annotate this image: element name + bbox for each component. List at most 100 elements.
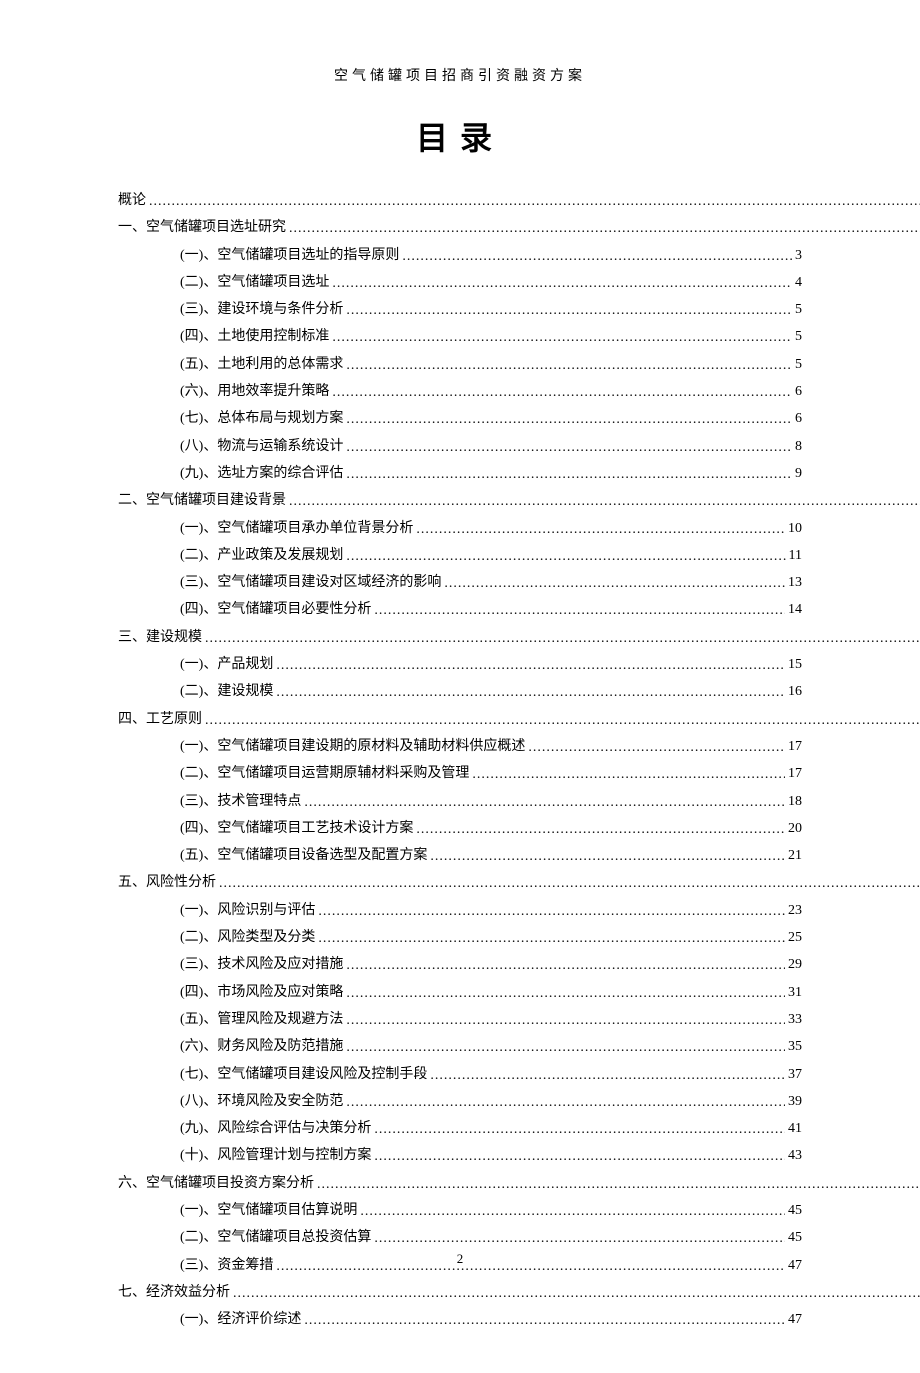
toc-entry-label: (二)、风险类型及分类 <box>180 924 315 951</box>
toc-entry: (二)、产业政策及发展规划 11 <box>118 542 802 569</box>
toc-leader-dots <box>304 789 785 816</box>
toc-leader-dots <box>289 488 920 515</box>
toc-leader-dots <box>276 679 785 706</box>
toc-leader-dots <box>332 270 792 297</box>
toc-entry-page: 17 <box>788 760 802 787</box>
toc-entry: 五、风险性分析23 <box>118 869 802 896</box>
toc-entry-label: 五、风险性分析 <box>118 869 216 896</box>
toc-title: 目录 <box>118 113 802 159</box>
toc-leader-dots <box>346 543 785 570</box>
toc-leader-dots <box>276 652 785 679</box>
toc-entry-page: 25 <box>788 924 802 951</box>
page-number: 2 <box>0 1251 920 1267</box>
toc-entry-page: 20 <box>788 815 802 842</box>
toc-leader-dots <box>528 734 785 761</box>
toc-entry-page: 10 <box>788 515 802 542</box>
toc-entry-label: (二)、空气储罐项目总投资估算 <box>180 1224 371 1251</box>
toc-entry-label: (八)、物流与运输系统设计 <box>180 433 343 460</box>
toc-entry-page: 33 <box>788 1006 802 1033</box>
toc-entry-page: 21 <box>788 842 802 869</box>
toc-entry-page: 45 <box>788 1197 802 1224</box>
toc-leader-dots <box>346 1007 785 1034</box>
toc-entry: (一)、空气储罐项目选址的指导原则3 <box>118 242 802 269</box>
toc-leader-dots <box>346 980 785 1007</box>
toc-entry: (四)、空气储罐项目工艺技术设计方案20 <box>118 815 802 842</box>
toc-entry: (八)、环境风险及安全防范39 <box>118 1088 802 1115</box>
toc-entry-label: 七、经济效益分析 <box>118 1279 230 1306</box>
toc-leader-dots <box>205 625 920 652</box>
toc-leader-dots <box>233 1280 920 1307</box>
toc-entry: 概论3 <box>118 187 802 214</box>
toc-entry-label: (一)、经济评价综述 <box>180 1306 301 1333</box>
page-container: 空气储罐项目招商引资融资方案 目录 概论3一、空气储罐项目选址研究3(一)、空气… <box>0 0 920 1373</box>
toc-entry-page: 41 <box>788 1115 802 1142</box>
toc-entry-page: 16 <box>788 678 802 705</box>
toc-entry-label: (一)、产品规划 <box>180 651 273 678</box>
toc-entry: (二)、空气储罐项目总投资估算45 <box>118 1224 802 1251</box>
toc-entry-label: (四)、市场风险及应对策略 <box>180 979 343 1006</box>
toc-entry-label: (二)、空气储罐项目运营期原辅材料采购及管理 <box>180 760 469 787</box>
toc-entry: (三)、技术风险及应对措施29 <box>118 951 802 978</box>
toc-entry-page: 47 <box>788 1306 802 1333</box>
toc-entry: (三)、空气储罐项目建设对区域经济的影响13 <box>118 569 802 596</box>
toc-leader-dots <box>374 597 785 624</box>
toc-entry-label: (五)、土地利用的总体需求 <box>180 351 343 378</box>
toc-leader-dots <box>149 188 920 215</box>
toc-leader-dots <box>430 1062 785 1089</box>
toc-entry: (五)、空气储罐项目设备选型及配置方案21 <box>118 842 802 869</box>
toc-entry: (二)、空气储罐项目选址4 <box>118 269 802 296</box>
toc-entry: (九)、风险综合评估与决策分析 41 <box>118 1115 802 1142</box>
toc-entry-label: 四、工艺原则 <box>118 706 202 733</box>
toc-entry: (一)、风险识别与评估23 <box>118 897 802 924</box>
toc-leader-dots <box>346 1034 785 1061</box>
toc-entry: (四)、空气储罐项目必要性分析14 <box>118 596 802 623</box>
toc-entry: (一)、产品规划 15 <box>118 651 802 678</box>
toc-entry-page: 8 <box>795 433 802 460</box>
toc-entry: (六)、财务风险及防范措施35 <box>118 1033 802 1060</box>
toc-entry: 四、工艺原则17 <box>118 706 802 733</box>
toc-leader-dots <box>304 1307 785 1334</box>
toc-entry-label: (六)、财务风险及防范措施 <box>180 1033 343 1060</box>
toc-entry: (五)、土地利用的总体需求5 <box>118 351 802 378</box>
toc-entry-page: 37 <box>788 1061 802 1088</box>
document-header: 空气储罐项目招商引资融资方案 <box>118 65 802 85</box>
toc-entry-page: 6 <box>795 405 802 432</box>
toc-entry-page: 39 <box>788 1088 802 1115</box>
toc-entry-label: (二)、空气储罐项目选址 <box>180 269 329 296</box>
toc-leader-dots <box>416 516 785 543</box>
toc-entry: (七)、总体布局与规划方案6 <box>118 405 802 432</box>
toc-leader-dots <box>205 707 920 734</box>
toc-entry-label: (七)、空气储罐项目建设风险及控制手段 <box>180 1061 427 1088</box>
toc-entry-label: (十)、风险管理计划与控制方案 <box>180 1142 371 1169</box>
toc-leader-dots <box>332 379 792 406</box>
toc-entry-label: (二)、产业政策及发展规划 <box>180 542 343 569</box>
toc-entry-label: (四)、土地使用控制标准 <box>180 323 329 350</box>
toc-entry-page: 5 <box>795 296 802 323</box>
toc-entry-page: 17 <box>788 733 802 760</box>
toc-leader-dots <box>346 1089 785 1116</box>
toc-entry: 一、空气储罐项目选址研究3 <box>118 214 802 241</box>
toc-entry-label: 二、空气储罐项目建设背景 <box>118 487 286 514</box>
toc-leader-dots <box>374 1225 785 1252</box>
toc-leader-dots <box>360 1198 785 1225</box>
toc-entry-page: 5 <box>795 323 802 350</box>
toc-entry-label: (九)、风险综合评估与决策分析 <box>180 1115 371 1142</box>
toc-container: 概论3一、空气储罐项目选址研究3(一)、空气储罐项目选址的指导原则3(二)、空气… <box>118 187 802 1333</box>
toc-leader-dots <box>318 925 785 952</box>
toc-entry-label: (一)、空气储罐项目选址的指导原则 <box>180 242 399 269</box>
toc-leader-dots <box>346 434 792 461</box>
toc-entry: 六、空气储罐项目投资方案分析45 <box>118 1170 802 1197</box>
toc-entry-page: 31 <box>788 979 802 1006</box>
toc-entry: (八)、物流与运输系统设计 8 <box>118 433 802 460</box>
toc-leader-dots <box>430 843 785 870</box>
toc-entry-label: (一)、空气储罐项目建设期的原材料及辅助材料供应概述 <box>180 733 525 760</box>
toc-entry: (一)、空气储罐项目建设期的原材料及辅助材料供应概述 17 <box>118 733 802 760</box>
toc-leader-dots <box>317 1171 920 1198</box>
toc-entry-page: 43 <box>788 1142 802 1169</box>
toc-entry-page: 15 <box>788 651 802 678</box>
toc-entry-label: (六)、用地效率提升策略 <box>180 378 329 405</box>
toc-leader-dots <box>346 461 792 488</box>
toc-entry-page: 18 <box>788 788 802 815</box>
toc-leader-dots <box>318 898 785 925</box>
toc-entry-page: 11 <box>789 542 802 569</box>
